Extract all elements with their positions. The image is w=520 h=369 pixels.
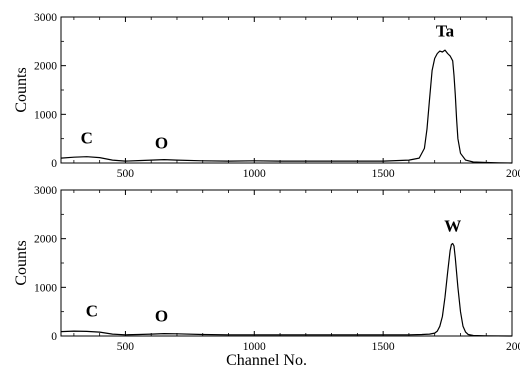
x-tick-label: 1500	[372, 341, 395, 353]
y-tick-label: 3000	[34, 12, 57, 24]
peak-label: O	[155, 306, 168, 325]
peak-label: Ta	[436, 21, 455, 40]
y-tick-label: 2000	[34, 61, 57, 73]
y-tick-label: 0	[51, 331, 57, 343]
x-axis-title: Channel No.	[226, 352, 307, 369]
y-axis-title: Counts	[13, 240, 30, 285]
y-tick-label: 1000	[34, 282, 57, 294]
y-axis-title: Counts	[13, 67, 30, 112]
spectrum-line	[60, 49, 513, 164]
spectrum-line	[60, 242, 513, 337]
plot-frame	[60, 189, 513, 337]
top-panel: 500 1000 1500 2000 0 1000 2000 3000 Counts C O Ta	[13, 12, 520, 180]
x-tick-label: 500	[117, 341, 135, 353]
y-tick-label: 1000	[34, 109, 57, 121]
y-tick-label: 0	[51, 158, 57, 170]
x-tick-label: 2000	[506, 341, 520, 353]
x-tick-label: 1000	[243, 341, 266, 353]
peak-label: C	[86, 302, 98, 321]
x-tick-label: 2000	[506, 168, 520, 180]
peak-label: O	[155, 133, 168, 152]
y-tick-label: 3000	[34, 185, 57, 197]
peak-label: W	[444, 216, 461, 235]
peak-label: C	[81, 129, 93, 148]
y-tick-label: 2000	[34, 234, 57, 246]
bottom-panel: 500 1000 1500 2000 0 1000 2000 3000 Counts Channe…	[13, 185, 520, 369]
x-tick-label: 1000	[243, 168, 266, 180]
x-tick-label: 1500	[372, 168, 395, 180]
x-tick-label: 500	[117, 168, 135, 180]
